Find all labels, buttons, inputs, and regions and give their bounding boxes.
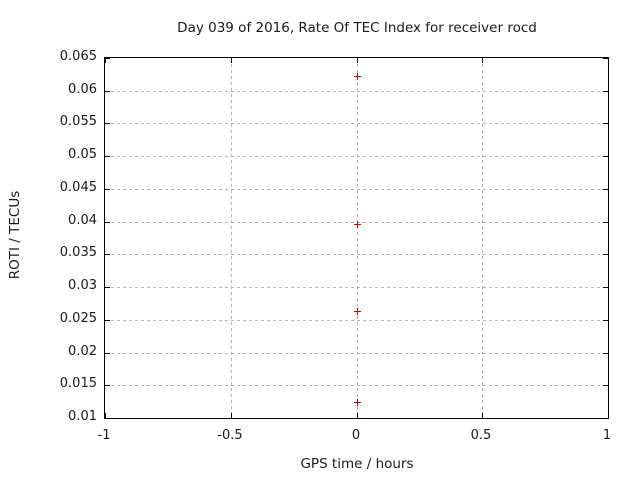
y-gridline <box>105 91 608 92</box>
x-tick-mark-bottom <box>608 413 609 418</box>
x-tick-mark-top <box>105 58 106 63</box>
y-gridline <box>105 123 608 124</box>
x-tick-label: 0 <box>351 428 361 443</box>
y-tick-label: 0.06 <box>68 82 97 97</box>
y-tick-label: 0.065 <box>59 49 97 64</box>
x-tick-label: 1 <box>602 428 612 443</box>
y-tick-mark-right <box>603 156 608 157</box>
y-tick-mark-left <box>105 123 110 124</box>
y-tick-mark-left <box>105 156 110 157</box>
x-tick-mark-bottom <box>357 413 358 418</box>
y-tick-mark-left <box>105 353 110 354</box>
y-tick-mark-right <box>603 189 608 190</box>
data-point-marker <box>353 220 362 229</box>
y-tick-mark-left <box>105 91 110 92</box>
x-tick-mark-bottom <box>231 413 232 418</box>
y-tick-label: 0.055 <box>59 114 97 129</box>
x-tick-mark-top <box>357 58 358 63</box>
y-tick-mark-right <box>603 353 608 354</box>
y-tick-label: 0.02 <box>68 344 97 359</box>
y-gridline <box>105 287 608 288</box>
x-tick-mark-top <box>482 58 483 63</box>
y-tick-label: 0.025 <box>59 311 97 326</box>
y-tick-mark-right <box>603 91 608 92</box>
chart-title: Day 039 of 2016, Rate Of TEC Index for r… <box>177 20 537 36</box>
y-tick-mark-left <box>105 58 110 59</box>
y-tick-mark-right <box>603 385 608 386</box>
y-tick-mark-left <box>105 320 110 321</box>
y-gridline <box>105 222 608 223</box>
y-tick-mark-left <box>105 287 110 288</box>
y-gridline <box>105 320 608 321</box>
y-tick-mark-left <box>105 385 110 386</box>
y-tick-mark-right <box>603 222 608 223</box>
y-gridline <box>105 353 608 354</box>
y-tick-mark-left <box>105 254 110 255</box>
x-axis-title: GPS time / hours <box>300 456 414 472</box>
x-gridline <box>357 58 358 418</box>
x-gridline <box>231 58 232 418</box>
y-tick-mark-right <box>603 58 608 59</box>
y-tick-mark-left <box>105 222 110 223</box>
y-gridline <box>105 254 608 255</box>
y-gridline <box>105 189 608 190</box>
x-tick-mark-bottom <box>482 413 483 418</box>
y-tick-mark-left <box>105 189 110 190</box>
x-tick-label: 0.5 <box>470 428 492 443</box>
y-tick-mark-right <box>603 320 608 321</box>
y-tick-mark-right <box>603 123 608 124</box>
y-tick-label: 0.03 <box>68 278 97 293</box>
x-tick-label: -1 <box>97 428 111 443</box>
y-tick-label: 0.045 <box>59 180 97 195</box>
y-tick-mark-right <box>603 418 608 419</box>
y-tick-mark-right <box>603 254 608 255</box>
x-gridline <box>482 58 483 418</box>
y-tick-label: 0.05 <box>68 147 97 162</box>
x-tick-label: -0.5 <box>217 428 243 443</box>
x-tick-mark-top <box>231 58 232 63</box>
data-point-marker <box>353 398 362 407</box>
y-axis-title: ROTI / TECUs <box>7 190 23 280</box>
data-point-marker <box>353 72 362 81</box>
y-tick-mark-left <box>105 418 110 419</box>
y-gridline <box>105 385 608 386</box>
data-point-marker <box>353 307 362 316</box>
plot-area <box>104 57 609 419</box>
x-tick-mark-bottom <box>105 413 106 418</box>
y-tick-label: 0.04 <box>68 213 97 228</box>
y-tick-label: 0.035 <box>59 245 97 260</box>
y-gridline <box>105 156 608 157</box>
y-tick-label: 0.015 <box>59 376 97 391</box>
y-tick-mark-right <box>603 287 608 288</box>
x-tick-mark-top <box>608 58 609 63</box>
y-tick-label: 0.01 <box>68 409 97 424</box>
